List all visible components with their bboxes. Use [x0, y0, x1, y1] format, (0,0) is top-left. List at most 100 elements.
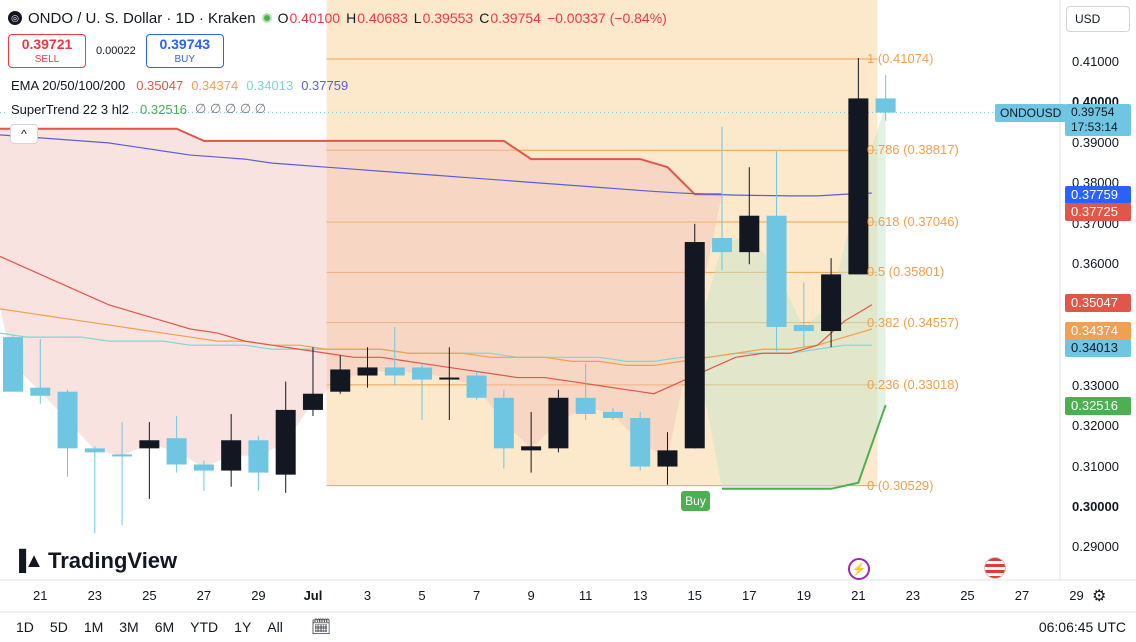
range-1m-button[interactable]: 1M [83, 619, 104, 635]
price-tick-label: 0.30000 [1072, 499, 1119, 514]
high-value: 0.40683 [357, 10, 408, 26]
tradingview-logo-text: TradingView [47, 548, 178, 573]
candle-body [493, 397, 514, 449]
supertrend-up-line [722, 404, 887, 490]
fib-level-label: 0.236 (0.33018) [867, 376, 959, 392]
ema-indicator-row[interactable]: EMA 20/50/100/200 0.35047 0.34374 0.3401… [8, 74, 667, 96]
buy-button[interactable]: 0.39743 BUY [145, 34, 224, 68]
buy-price: 0.39743 [159, 36, 211, 52]
candle-body [57, 391, 78, 449]
time-tick-label: 21 [851, 588, 866, 603]
fib-level-label: 0.786 (0.38817) [867, 142, 959, 158]
candle-body [84, 448, 105, 453]
time-tick-label: 9 [527, 588, 535, 603]
currency-selector[interactable]: USD [1066, 6, 1130, 32]
symbol-row: ◎ ONDO / U. S. Dollar · 1D · Kraken O 0.4… [8, 6, 667, 30]
ema20-value: 0.35047 [136, 77, 184, 93]
chart-legend: ◎ ONDO / U. S. Dollar · 1D · Kraken O 0.4… [8, 6, 667, 120]
price-tick-label: 0.33000 [1072, 377, 1119, 393]
supertrend-red-price-tag: 0.37725 [1065, 203, 1131, 221]
supertrend-indicator-row[interactable]: SuperTrend 22 3 hl2 0.32516 ∅ ∅ ∅ ∅ ∅ [8, 98, 667, 120]
candle-body [275, 409, 296, 475]
time-tick-label: 15 [687, 588, 702, 603]
ema100-value: 0.34013 [246, 77, 294, 93]
supertrend-green-price-tag: 0.32516 [1065, 397, 1131, 415]
time-tick-label: 23 [87, 588, 103, 603]
close-label: C [479, 10, 490, 26]
candle-body [302, 393, 323, 410]
price-tick-label: 0.31000 [1072, 458, 1119, 474]
symbol-title[interactable]: ONDO / U. S. Dollar · 1D · Kraken [28, 9, 256, 27]
bar-countdown: 17:53:14 [1071, 120, 1118, 134]
candle-body [30, 387, 51, 396]
ema20-price-tag: 0.35047 [1065, 294, 1131, 312]
supertrend-up-fill [694, 105, 886, 489]
candle-body [412, 367, 433, 380]
range-1y-button[interactable]: 1Y [234, 619, 252, 635]
sell-button[interactable]: 0.39721 SELL [8, 34, 86, 68]
time-tick-label: 11 [578, 588, 593, 603]
candle-body [875, 98, 896, 113]
fib-level-label: 0 (0.30529) [867, 477, 934, 493]
candle-body [330, 369, 351, 392]
candle-body [602, 411, 623, 418]
range-3m-button[interactable]: 3M [119, 619, 139, 635]
candle-body [139, 440, 160, 449]
time-tick-label: Jul [303, 588, 323, 603]
symbol-logo-icon: ◎ [8, 11, 22, 25]
range-6m-button[interactable]: 6M [154, 619, 175, 635]
price-tick-label: 0.39000 [1072, 134, 1119, 150]
candle-body [3, 337, 23, 392]
settings-gear-icon[interactable]: ⚙ [1092, 588, 1107, 605]
close-value: 0.39754 [490, 10, 541, 26]
open-value: 0.40100 [289, 10, 341, 26]
lightning-icon[interactable]: ⚡ [848, 558, 870, 580]
range-all-button[interactable]: All [267, 619, 283, 635]
candle-body [357, 367, 378, 376]
trade-row: 0.39721 SELL 0.00022 0.39743 BUY [8, 34, 667, 68]
time-tick-label: 25 [960, 588, 975, 603]
time-tick-label: 29 [251, 588, 266, 603]
ema200-value: 0.37759 [301, 77, 349, 93]
candle-body [466, 375, 487, 398]
ema200-line [0, 134, 873, 197]
candle-body [193, 464, 214, 471]
range-ytd-button[interactable]: YTD [190, 619, 219, 635]
price-tick-label: 0.36000 [1072, 256, 1119, 272]
spread-value: 0.00022 [96, 45, 136, 57]
collapse-legend-button[interactable]: ^ [10, 124, 38, 144]
bottom-toolbar: 1D 5D 1M 3M 6M YTD 1Y All 🗓 [0, 612, 1136, 642]
candle-body [630, 418, 651, 467]
ema-label: EMA 20/50/100/200 [8, 76, 129, 94]
low-value: 0.39553 [422, 10, 474, 26]
range-1d-button[interactable]: 1D [16, 619, 34, 635]
candle-body [439, 377, 460, 380]
buy-label: BUY [174, 54, 196, 65]
utc-clock[interactable]: 06:06:45 UTC [1038, 619, 1126, 635]
time-tick-label: 13 [632, 588, 648, 603]
ema50-line [0, 308, 873, 367]
low-label: L [413, 10, 422, 26]
candle-body [384, 367, 405, 376]
time-tick-label: 29 [1069, 588, 1084, 603]
time-tick-label: 7 [472, 588, 481, 603]
date-range-calendar-icon[interactable]: 🗓 [310, 619, 332, 636]
candle-body [221, 440, 242, 471]
time-tick-label: 25 [142, 588, 157, 603]
range-5d-button[interactable]: 5D [49, 619, 68, 635]
candle-body [739, 215, 760, 253]
sell-label: SELL [34, 54, 60, 65]
candle-body [766, 215, 787, 327]
open-label: O [277, 10, 289, 26]
candle-body [248, 440, 269, 473]
time-tick-label: 23 [905, 588, 921, 603]
us-flag-icon[interactable] [984, 557, 1006, 579]
candle-body [848, 98, 869, 275]
candle-body [166, 438, 187, 465]
ema20-line [0, 255, 873, 395]
fib-level-label: 0.382 (0.34557) [867, 314, 959, 330]
tradingview-logo[interactable]: ▐▲ TradingView [12, 548, 177, 574]
fib-level-label: 0.618 (0.37046) [867, 213, 959, 229]
price-tick-label: 0.29000 [1072, 539, 1119, 555]
